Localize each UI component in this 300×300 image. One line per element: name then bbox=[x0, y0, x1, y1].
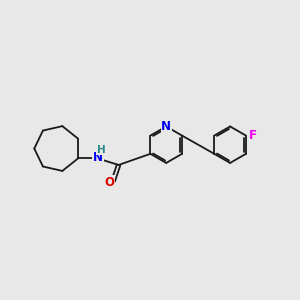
Text: N: N bbox=[93, 151, 103, 164]
Text: H: H bbox=[97, 145, 105, 155]
Text: F: F bbox=[249, 129, 257, 142]
Text: O: O bbox=[105, 176, 115, 189]
Text: N: N bbox=[161, 120, 171, 133]
